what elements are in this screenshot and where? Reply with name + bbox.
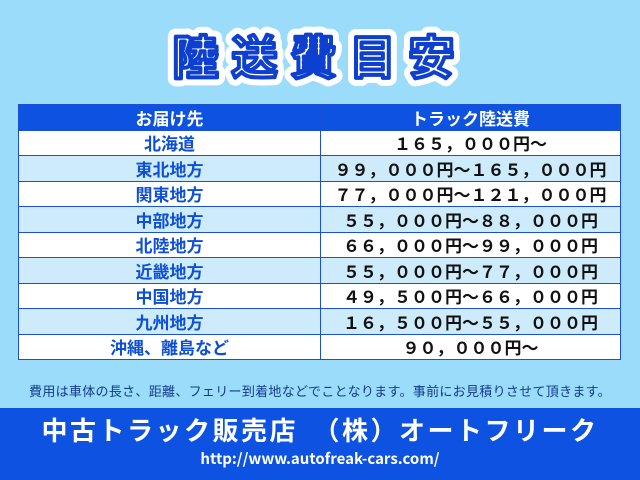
svg-text:陸送費目安: 陸送費目安 [173, 22, 468, 88]
